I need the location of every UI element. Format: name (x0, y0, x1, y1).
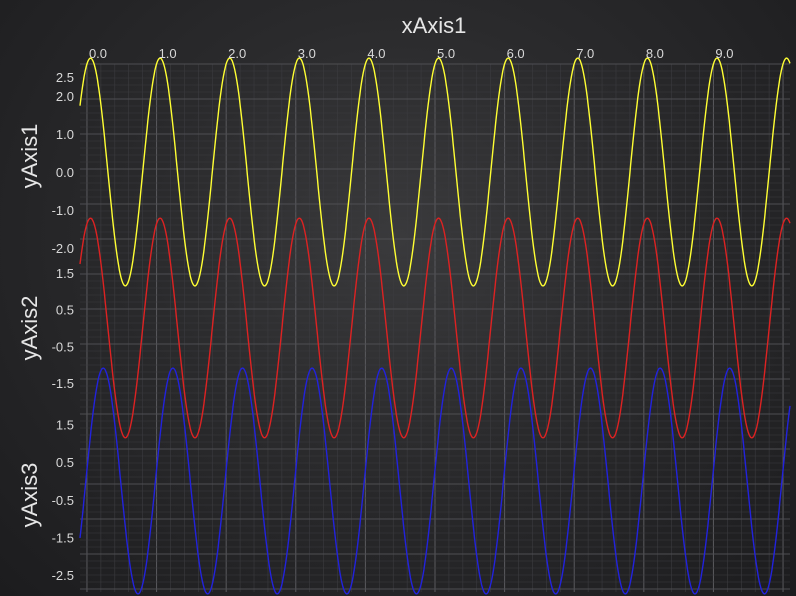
x-tick-label: 2.0 (228, 46, 246, 61)
x-tick-label: 1.0 (159, 46, 177, 61)
y-axis-1-tick-label: -2.0 (52, 241, 74, 256)
y-axis-2-tick-label: -1.5 (52, 376, 74, 391)
x-tick-label: 0.0 (89, 46, 107, 61)
y-axis-2-tick-label: 0.5 (56, 303, 74, 318)
y-axis-3-tick-label: -2.5 (52, 568, 74, 583)
y-axis-1-tick-label: 1.0 (56, 127, 74, 142)
x-tick-label: 6.0 (507, 46, 525, 61)
x-axis-title: xAxis1 (402, 13, 467, 38)
series-layer (79, 57, 791, 595)
series-line-3 (79, 367, 791, 595)
y-axis-2-tick-label: -0.5 (52, 339, 74, 354)
y-axis-3-tick-label: -1.5 (52, 530, 74, 545)
x-tick-label: 4.0 (367, 46, 385, 61)
y-axis-1-tick-label: 2.0 (56, 89, 74, 104)
grid (80, 63, 790, 592)
x-tick-label: 5.0 (437, 46, 455, 61)
y-axis-3-tick-label: -0.5 (52, 493, 74, 508)
series-line-2 (79, 217, 791, 439)
y-axis-3-title: yAxis3 (17, 463, 42, 528)
y-axis-3-tick-label: 0.5 (56, 455, 74, 470)
x-tick-label: 9.0 (715, 46, 733, 61)
x-tick-label: 8.0 (646, 46, 664, 61)
y-axis-2-tick-label: 1.5 (56, 266, 74, 281)
axes: xAxis1 yAxis1 yAxis2 yAxis3 0.0 1.0 2.0 3.0… (17, 13, 734, 583)
y-axis-1-tick-label: 0.0 (56, 165, 74, 180)
y-axis-1-tick-label: 2.5 (56, 70, 74, 85)
x-tick-label: 3.0 (298, 46, 316, 61)
y-axis-1-tick-label: -1.0 (52, 203, 74, 218)
y-axis-1-title: yAxis1 (17, 124, 42, 189)
y-axis-2-title: yAxis2 (17, 296, 42, 361)
series-line-1 (79, 57, 791, 287)
x-tick-label: 7.0 (576, 46, 594, 61)
y-axis-3-tick-label: 1.5 (56, 418, 74, 433)
